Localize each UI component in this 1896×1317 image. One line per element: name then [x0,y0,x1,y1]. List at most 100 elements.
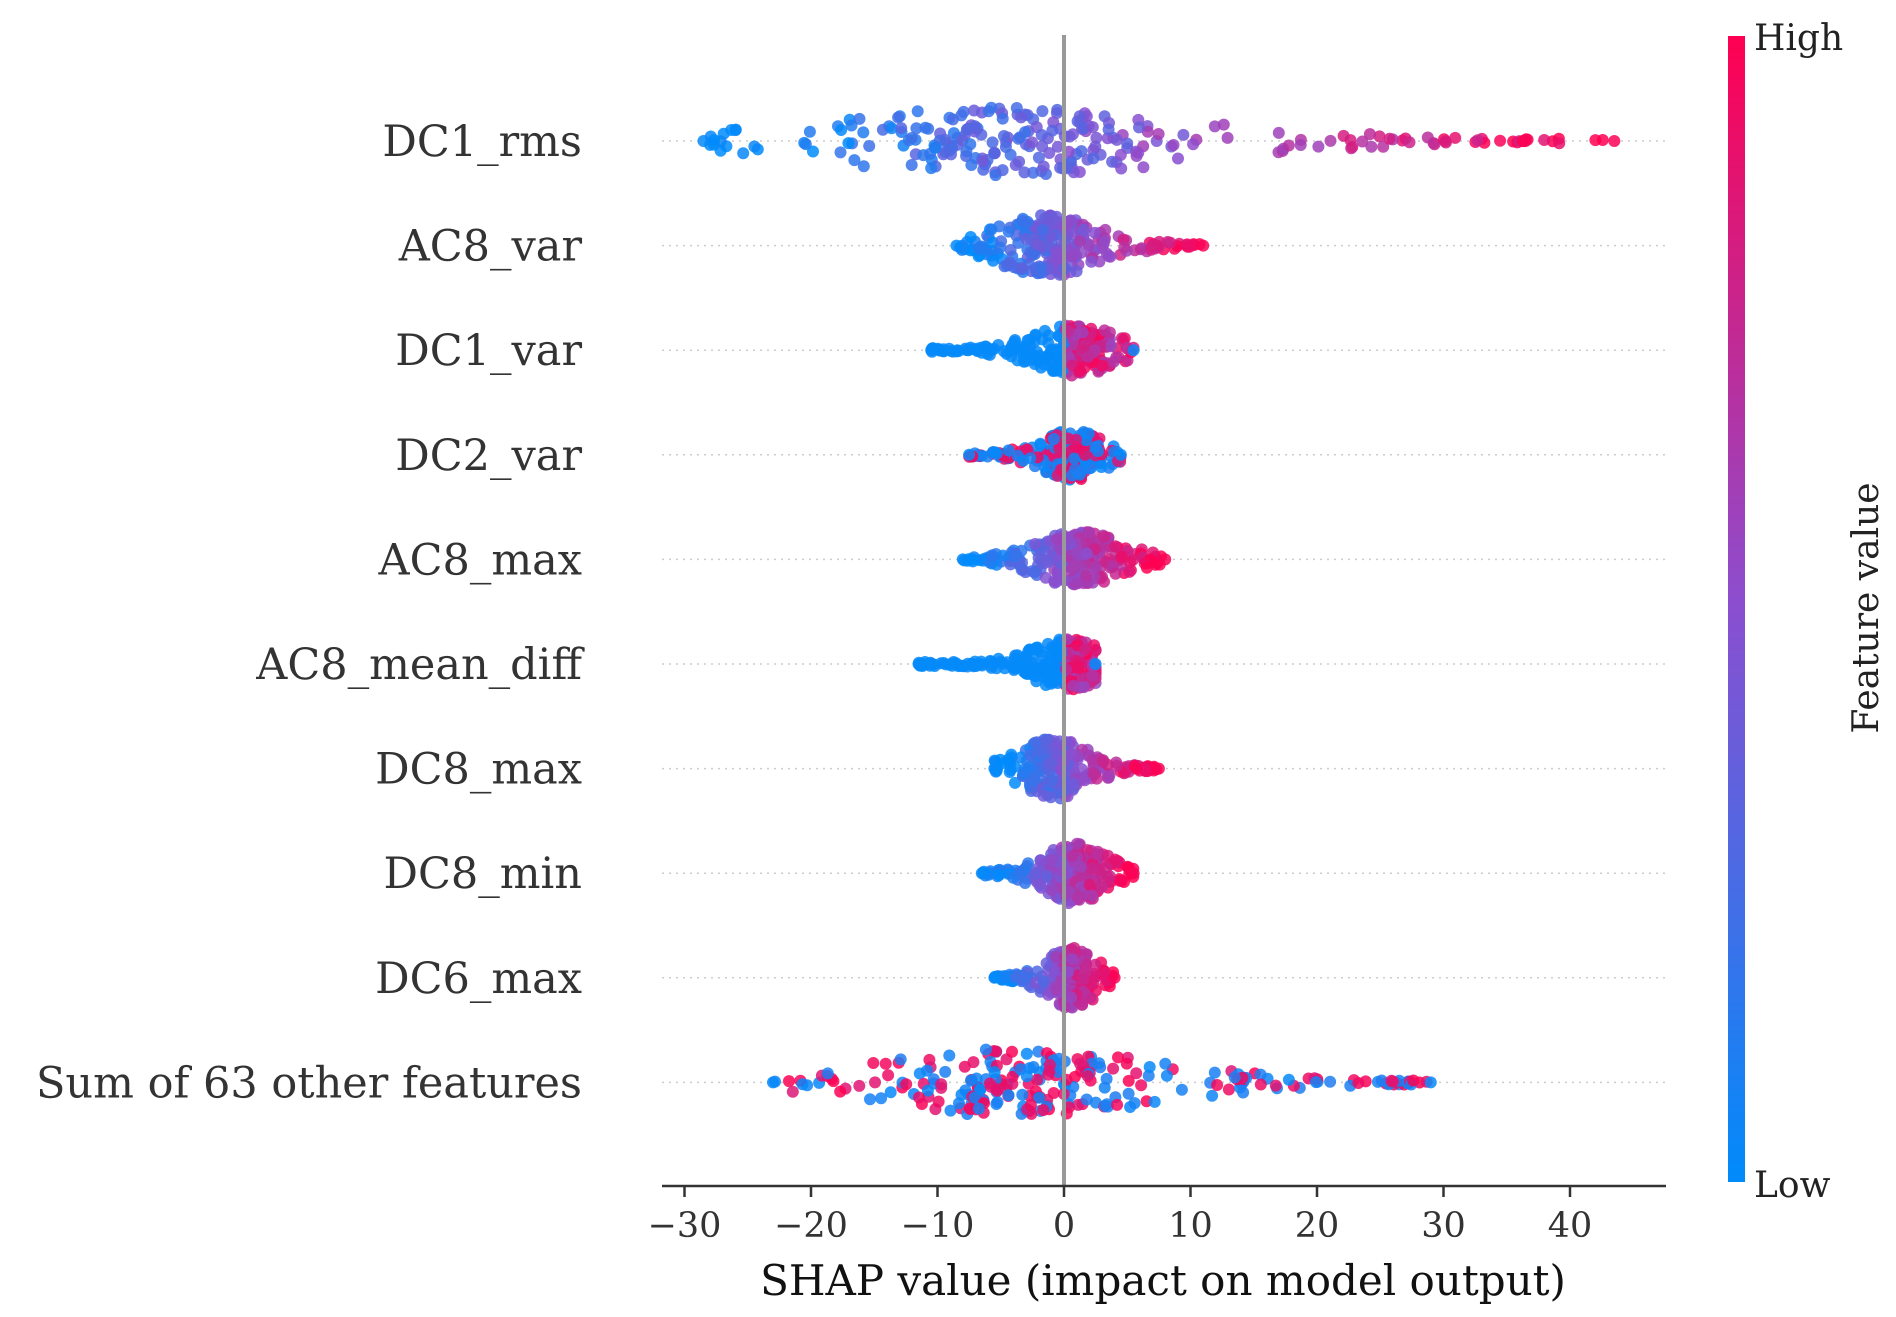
data-point [1033,1091,1046,1104]
data-point [1237,1086,1250,1099]
data-point [875,1092,888,1105]
data-point [1004,244,1017,256]
data-point [1028,868,1041,881]
data-point [737,147,750,160]
data-point [1403,136,1416,149]
data-point [1016,262,1028,275]
data-point [994,241,1006,254]
data-point [1002,444,1015,457]
data-point [1130,1067,1143,1080]
data-point [998,130,1010,142]
data-point [921,1064,934,1077]
data-point [975,867,988,880]
data-point [786,1085,799,1098]
data-point [1013,865,1026,878]
data-point [1004,763,1017,776]
data-point [939,1065,952,1078]
data-point [1294,139,1307,151]
data-point [1137,161,1150,174]
data-point [1076,998,1089,1011]
data-point [1089,440,1102,453]
data-point [1050,984,1063,997]
data-point [1091,848,1104,861]
data-point [1002,1089,1015,1102]
data-point [1123,565,1136,578]
data-point [1063,130,1076,143]
feature-label: Sum of 63 other features [36,1058,582,1108]
data-point [1112,1051,1124,1064]
data-point [1033,349,1046,362]
data-point [1041,870,1054,883]
data-point [835,124,848,136]
data-points [697,101,1621,1120]
data-point [1080,569,1093,582]
data-point [999,141,1012,153]
data-point [1109,540,1122,553]
data-point [853,112,866,125]
data-point [992,339,1005,351]
data-point [1070,265,1083,278]
data-point [1071,891,1084,904]
data-point [697,135,710,147]
data-point [1152,762,1165,775]
data-point [1047,433,1060,445]
data-point [1009,776,1021,789]
data-point [1269,1079,1282,1092]
data-point [1121,137,1134,150]
x-tick-label: −10 [901,1206,975,1246]
data-point [1115,162,1128,175]
data-point [1077,341,1090,354]
data-point [1080,547,1093,560]
data-point [1449,131,1462,144]
data-point [905,132,918,144]
data-point [943,342,956,355]
data-point [1006,1077,1019,1090]
data-point [1099,223,1112,236]
data-point [1015,111,1028,124]
data-point [1161,236,1174,248]
feature-label: AC8_mean_diff [255,640,585,690]
data-point [1352,1077,1365,1089]
data-point [1074,860,1087,873]
x-tick-label: −20 [774,1206,848,1246]
data-point [1122,1087,1135,1100]
data-point [1028,775,1041,788]
data-point [1114,448,1127,461]
data-point [955,1088,968,1101]
data-point [1029,538,1042,550]
data-point [1407,1074,1420,1087]
data-point [1132,146,1145,159]
data-point [1002,225,1015,238]
data-point [988,147,1001,160]
data-point [927,658,940,671]
data-point [1346,141,1359,153]
data-point [1118,332,1131,345]
data-point [1045,854,1058,867]
data-point [1373,130,1386,143]
x-tick-label: 0 [1053,1206,1075,1246]
data-point [1124,556,1137,569]
data-point [1217,118,1230,131]
data-point [1044,230,1057,243]
data-point [986,136,999,149]
data-point [1128,1097,1141,1110]
data-point [1024,452,1037,465]
data-point [894,1053,907,1066]
data-point [1028,248,1041,261]
data-point [1421,131,1434,144]
data-point [1037,974,1050,987]
data-point [1036,140,1049,153]
data-point [975,449,988,462]
data-point [988,971,1001,984]
data-point [910,122,923,135]
data-point [1102,771,1115,784]
data-point [1107,1062,1120,1075]
data-point [1008,335,1021,348]
colorbar-high-label: High [1754,18,1843,59]
data-point [892,111,905,124]
data-point [1282,1073,1295,1086]
data-point [1040,733,1053,746]
data-point [1051,140,1064,153]
data-point [1140,561,1153,574]
data-point [1069,463,1081,476]
